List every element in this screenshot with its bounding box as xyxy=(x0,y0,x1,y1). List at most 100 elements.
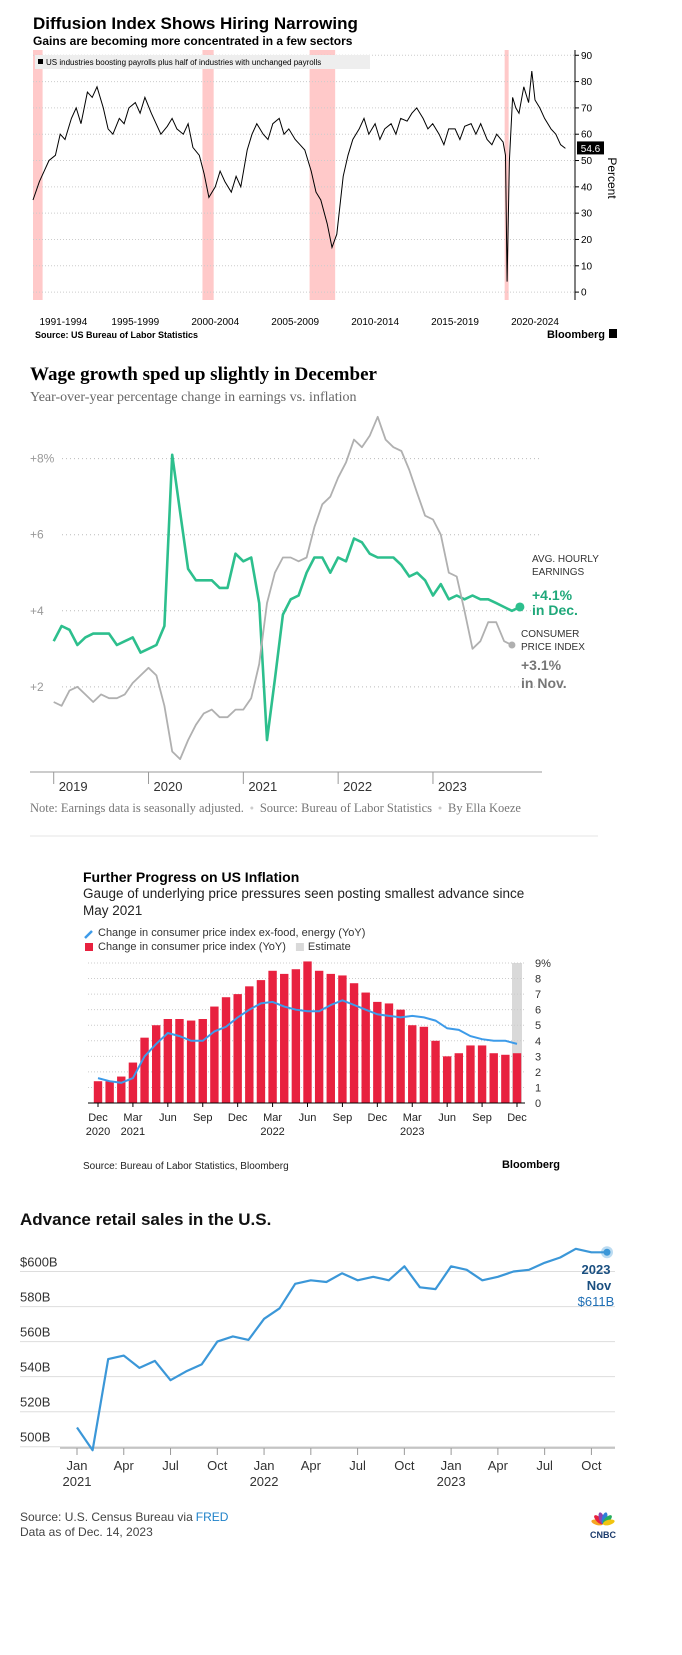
y-tick-label: 8 xyxy=(535,974,541,986)
y-tick-label: 9% xyxy=(535,958,551,970)
last-value-box xyxy=(577,141,604,155)
bar xyxy=(338,975,347,1103)
separator-dot xyxy=(250,806,254,810)
y-tick-label: $600B xyxy=(20,1255,58,1270)
legend-swatch xyxy=(295,943,304,951)
y-tick-label: 7 xyxy=(535,989,541,1001)
source-link: FRED xyxy=(196,1510,229,1524)
chart-title: Diffusion Index Shows Hiring Narrowing xyxy=(33,14,358,33)
bar xyxy=(442,1056,452,1103)
bar xyxy=(233,994,242,1103)
y-tick-label: 3 xyxy=(535,1051,541,1063)
source: Source: U.S. Census Bureau via xyxy=(20,1510,193,1524)
x-tick-label: Dec xyxy=(227,1112,248,1124)
end-dot xyxy=(515,602,525,612)
last-value-label: 54.6 xyxy=(581,144,601,155)
note: Source: Bureau of Labor Statistics xyxy=(260,801,432,815)
legend-swatch xyxy=(84,930,93,939)
legend-swatch xyxy=(38,59,43,64)
recession-band xyxy=(504,50,509,300)
annotation-month: Nov xyxy=(587,1278,612,1293)
y-tick-label: 60 xyxy=(581,130,593,141)
note: By Ella Koeze xyxy=(448,801,521,815)
y-tick-label: 10 xyxy=(581,261,593,272)
logo-icon xyxy=(591,1512,615,1526)
legend-label: Change in consumer price index (YoY) xyxy=(98,941,286,953)
source: Source: Bureau of Labor Statistics, Bloo… xyxy=(83,1161,289,1172)
series-name: AVG. HOURLY EARNINGS xyxy=(532,554,599,578)
x-tick-label: 2021 xyxy=(248,779,277,794)
bar xyxy=(291,969,301,1103)
x-tick-label: Oct xyxy=(581,1458,602,1473)
chart-title: Further Progress on US Inflation xyxy=(83,869,299,885)
series-line xyxy=(53,415,513,760)
bar xyxy=(128,1062,138,1103)
bar xyxy=(221,997,231,1103)
bar xyxy=(419,1026,429,1103)
x-tick-label: Apr xyxy=(113,1458,134,1473)
as-of: Data as of Dec. 14, 2023 xyxy=(20,1525,153,1539)
end-dot xyxy=(508,641,516,649)
bar xyxy=(303,961,312,1103)
logo-text: CNBC xyxy=(590,1530,616,1540)
x-tick-label: 2000-2004 xyxy=(191,317,239,328)
chart-title: Wage growth sped up slightly in December xyxy=(30,364,378,385)
bar xyxy=(408,1025,417,1103)
x-tick-label: Oct xyxy=(394,1458,415,1473)
y-tick-label: 6 xyxy=(535,1005,541,1017)
x-tick-label: Jul xyxy=(162,1458,179,1473)
bar xyxy=(384,1003,394,1103)
y-tick-label: 90 xyxy=(581,51,593,62)
end-note: in Dec. xyxy=(532,602,578,618)
x-tick-label: 2020 xyxy=(154,779,183,794)
y-tick-label: 5 xyxy=(535,1020,541,1032)
y-tick-label: 4 xyxy=(535,1036,541,1048)
x-tick-label: Jan 2022 xyxy=(249,1458,279,1489)
recession-band xyxy=(202,50,214,300)
bar xyxy=(175,1019,184,1103)
bar xyxy=(489,1053,498,1103)
x-tick-label: 1995-1999 xyxy=(111,317,159,328)
x-tick-label: 2022 xyxy=(343,779,372,794)
brand: Bloomberg xyxy=(547,329,605,341)
y-tick-label: 520B xyxy=(20,1395,50,1410)
y-tick-label: 540B xyxy=(20,1360,50,1375)
y-tick-label: 0 xyxy=(581,288,587,299)
bar xyxy=(140,1037,149,1103)
x-tick-label: Mar 2023 xyxy=(400,1112,425,1138)
y-axis-label: Percent xyxy=(605,157,619,199)
legend-label: Change in consumer price index ex-food, … xyxy=(98,927,365,939)
chart-subtitle: Year-over-year percentage change in earn… xyxy=(30,390,357,405)
y-tick-label: 70 xyxy=(581,103,593,114)
bar xyxy=(501,1054,510,1103)
chart-title: Advance retail sales in the U.S. xyxy=(20,1210,271,1229)
y-tick-label: 580B xyxy=(20,1290,50,1305)
x-tick-label: 2005-2009 xyxy=(271,317,319,328)
series-line xyxy=(76,1247,607,1452)
x-tick-label: 1991-1994 xyxy=(39,317,87,328)
separator-dot xyxy=(438,806,442,810)
bar xyxy=(280,973,289,1103)
y-tick-label: 0 xyxy=(535,1098,541,1110)
y-tick-label: +6 xyxy=(30,528,44,542)
y-tick-label: 20 xyxy=(581,235,593,246)
chart-subtitle: Gauge of underlying price pressures seen… xyxy=(83,886,525,918)
y-tick-label: 1 xyxy=(535,1082,541,1094)
bar xyxy=(314,970,324,1103)
bar xyxy=(186,1020,196,1103)
x-tick-label: Jul xyxy=(536,1458,553,1473)
series-line xyxy=(32,71,566,282)
bar xyxy=(466,1045,475,1103)
bar xyxy=(105,1081,114,1103)
y-tick-label: +8% xyxy=(30,452,55,466)
x-tick-label: Jun xyxy=(438,1112,457,1124)
x-tick-label: Sep xyxy=(472,1112,492,1124)
annotation-year: 2023 xyxy=(582,1262,611,1277)
y-tick-label: +4 xyxy=(30,604,44,618)
bar xyxy=(326,973,335,1103)
x-tick-label: Jan 2023 xyxy=(436,1458,466,1489)
bar xyxy=(151,1025,161,1103)
bar xyxy=(349,983,359,1103)
